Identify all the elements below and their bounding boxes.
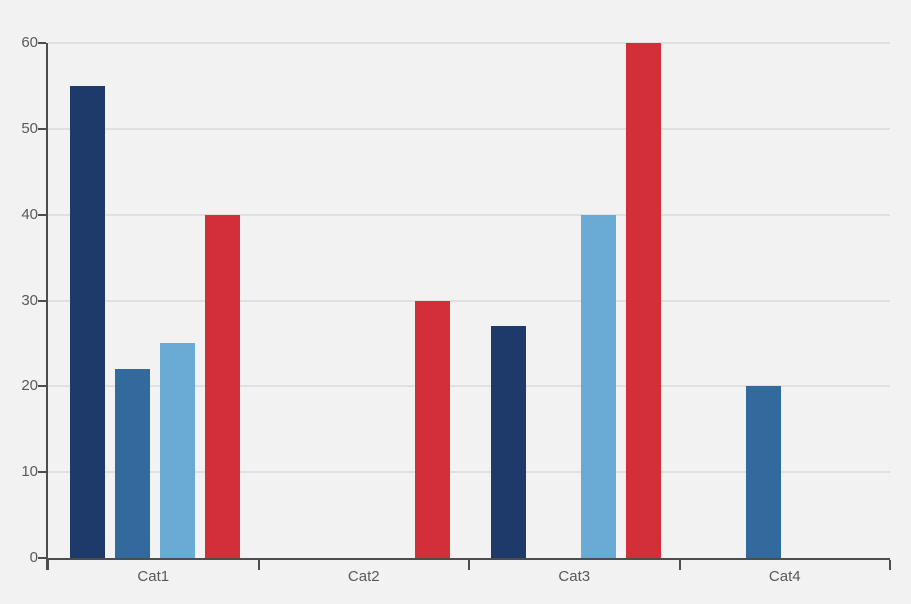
- bar-navy-cat3: [490, 326, 526, 558]
- bar-red-cat2: [415, 300, 450, 558]
- y-axis-tick-10: [38, 471, 46, 474]
- y-axis-tick-60: [38, 42, 46, 44]
- y-axis-label-40: 40: [21, 205, 38, 223]
- x-axis-tick-4: [889, 560, 891, 570]
- bar-red-cat1: [204, 214, 240, 558]
- bar-navy-cat1: [69, 85, 105, 558]
- x-axis: [46, 558, 890, 560]
- x-axis-tick-2: [468, 560, 470, 570]
- gridline-60: [48, 42, 890, 44]
- x-axis-tick-3: [678, 560, 681, 570]
- plot-area: 0 10 20 30 40 50 60 Cat1 Cat2 Cat3 Cat4: [21, 35, 891, 585]
- y-axis-label-30: 30: [21, 291, 38, 309]
- bar-medium-blue-cat4: [746, 386, 781, 558]
- bar-light-blue-cat3: [580, 214, 616, 558]
- y-axis-label-50: 50: [21, 119, 38, 137]
- gridline-30: [48, 299, 890, 302]
- x-axis-tick-1: [257, 560, 260, 570]
- y-axis-tick-20: [38, 385, 46, 388]
- y-axis-tick-30: [38, 299, 46, 302]
- x-axis-label-cat2: Cat2: [347, 568, 380, 585]
- x-axis-tick-0: [47, 560, 49, 570]
- y-axis-tick-0: [38, 557, 46, 559]
- bar-red-cat3: [625, 43, 661, 558]
- bar-light-blue-cat1: [159, 343, 195, 558]
- bar-medium-blue-cat1: [114, 369, 150, 558]
- x-axis-label-cat4: Cat4: [768, 568, 801, 585]
- y-axis: [46, 43, 48, 570]
- y-axis-tick-40: [38, 213, 46, 216]
- gridline-50: [48, 127, 890, 130]
- y-axis-label-0: 0: [29, 549, 38, 566]
- y-axis-tick-50: [38, 127, 46, 130]
- x-axis-label-cat1: Cat1: [137, 568, 170, 585]
- x-axis-label-cat3: Cat3: [558, 568, 591, 585]
- y-axis-label-20: 20: [21, 377, 38, 395]
- gridline-40: [48, 213, 890, 216]
- y-axis-label-60: 60: [21, 34, 38, 51]
- y-axis-label-10: 10: [21, 463, 38, 481]
